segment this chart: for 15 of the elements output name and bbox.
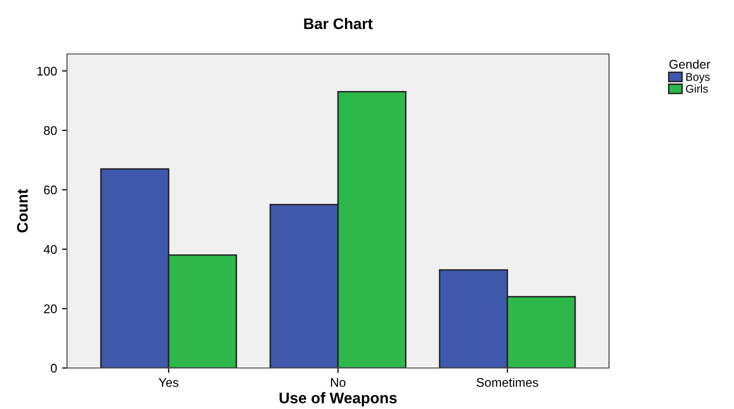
y-tick-label: 20 <box>44 304 57 314</box>
y-axis-title: Count <box>17 189 28 232</box>
x-tick-label: No <box>331 378 346 387</box>
x-axis-title: Use of Weapons <box>280 392 397 406</box>
y-tick-label: 60 <box>44 186 57 194</box>
legend-title: Gender <box>669 60 710 69</box>
legend-label: Girls <box>686 84 708 93</box>
x-tick-label: Sometimes <box>476 378 538 387</box>
y-tick-label: 0 <box>50 364 57 373</box>
y-tick-label: 80 <box>44 126 57 135</box>
y-tick-label: 40 <box>44 244 57 254</box>
chart-title: Bar Chart <box>304 18 373 30</box>
y-tick-label: 100 <box>37 66 57 76</box>
legend-label: Boys <box>686 73 710 84</box>
x-tick-label: Yes <box>158 378 178 387</box>
